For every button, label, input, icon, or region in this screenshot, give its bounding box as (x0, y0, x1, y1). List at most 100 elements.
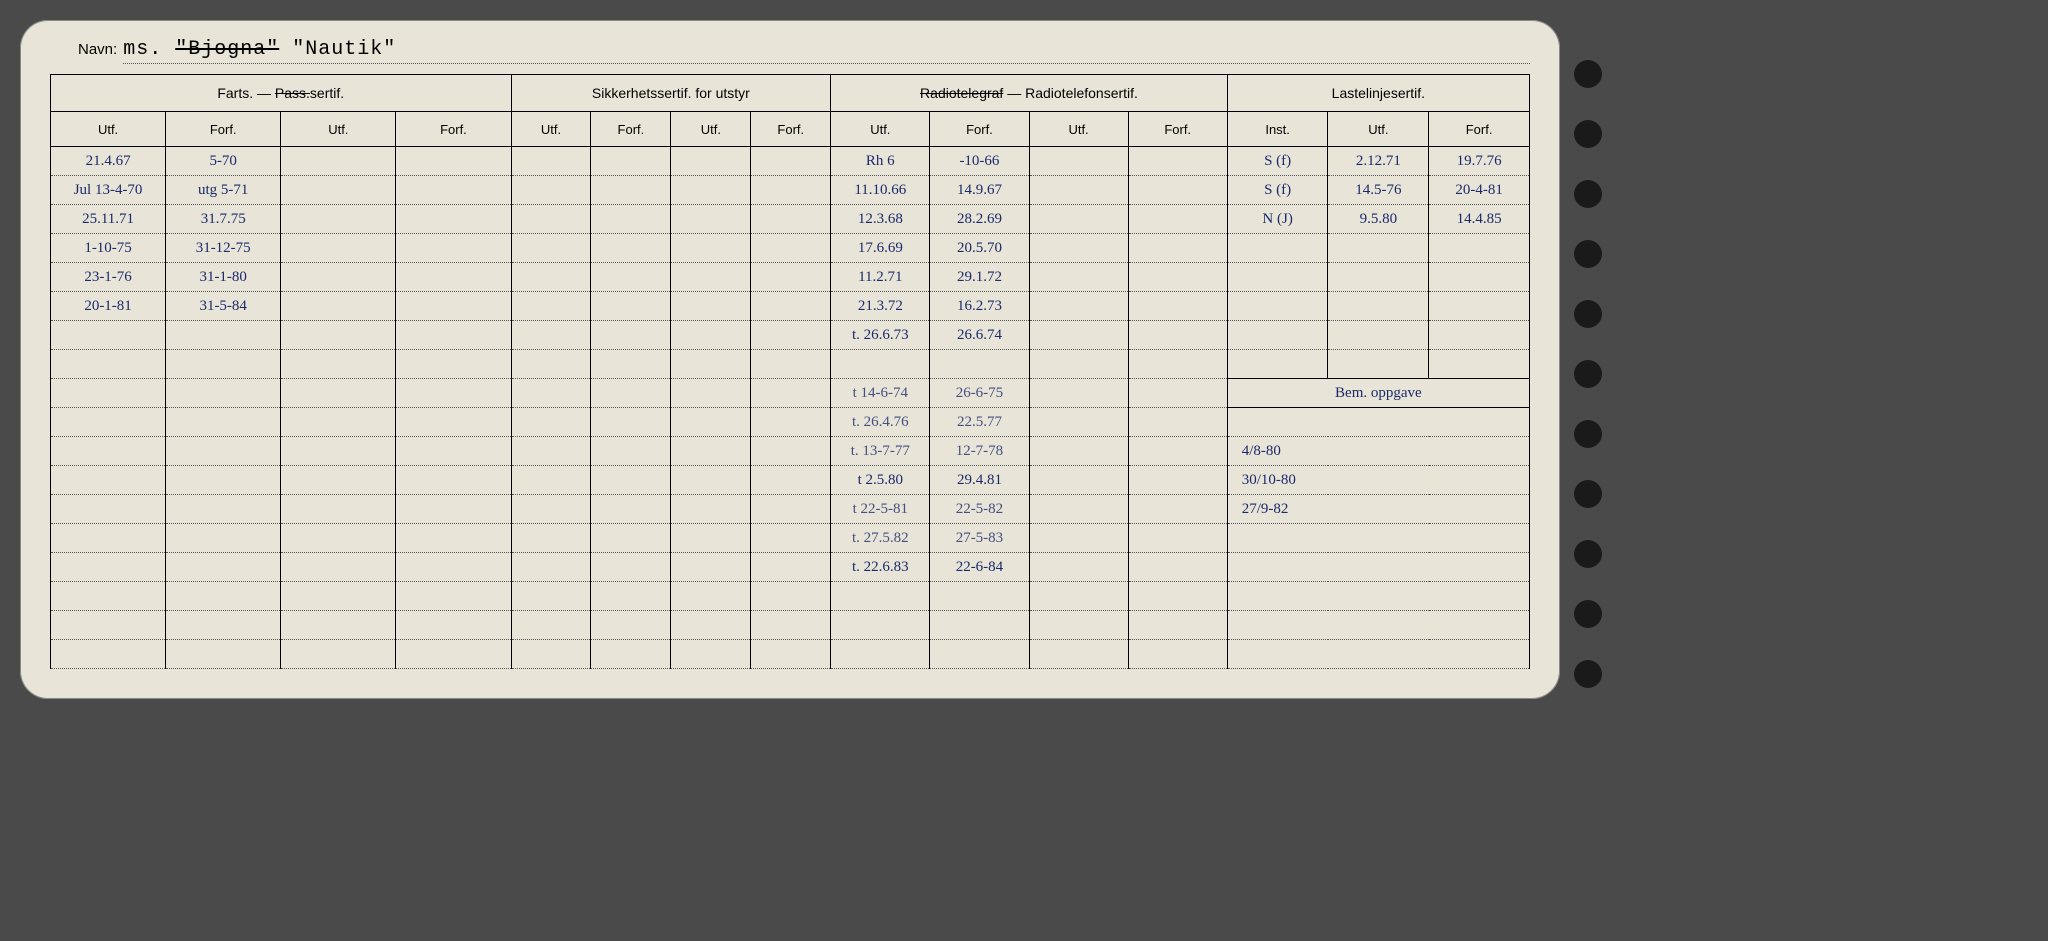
cell (511, 147, 591, 176)
cell (671, 582, 751, 611)
cell (591, 176, 671, 205)
cell: t 22-5-81 (831, 495, 930, 524)
bem-cell (1227, 640, 1529, 669)
cell: 31-5-84 (166, 292, 281, 321)
name-struck: "Bjogna" (175, 38, 279, 61)
cell: 16.2.73 (930, 292, 1029, 321)
cell (281, 466, 396, 495)
cell (831, 582, 930, 611)
sh-forf: Forf. (1429, 112, 1530, 147)
cell (591, 147, 671, 176)
cell (1029, 234, 1128, 263)
cell (396, 321, 511, 350)
cell (281, 292, 396, 321)
cell (1128, 263, 1227, 292)
hole-icon (1574, 480, 1602, 508)
cell (396, 263, 511, 292)
table-row: t. 26.6.7326.6.74 (51, 321, 1530, 350)
cell (591, 321, 671, 350)
hdr-laste: Lastelinjesertif. (1227, 75, 1529, 112)
cell (1227, 234, 1328, 263)
hdr-radio: Radiotelegraf — Radiotelefonsertif. (831, 75, 1228, 112)
table-row: t. 13-7-7712-7-784/8-80 (51, 437, 1530, 466)
cell (1029, 321, 1128, 350)
cell (511, 553, 591, 582)
cell (1029, 176, 1128, 205)
cell (1029, 437, 1128, 466)
cell (591, 437, 671, 466)
cell (1128, 437, 1227, 466)
cell (1227, 321, 1328, 350)
hole-icon (1574, 360, 1602, 388)
cell (1029, 582, 1128, 611)
sh-utf: Utf. (511, 112, 591, 147)
table-row: t 22-5-8122-5-82 27/9-82 (51, 495, 1530, 524)
cell (281, 553, 396, 582)
cell: t 2.5.80 (831, 466, 930, 495)
cell (751, 437, 831, 466)
cell (1029, 524, 1128, 553)
hdr-farts: Farts. — Pass.sertif. (51, 75, 512, 112)
cell (1029, 263, 1128, 292)
cell (1128, 321, 1227, 350)
sh-forf: Forf. (396, 112, 511, 147)
cell (51, 321, 166, 350)
cell (591, 466, 671, 495)
cell: t. 26.4.76 (831, 408, 930, 437)
cell (511, 292, 591, 321)
cell (511, 437, 591, 466)
cell (591, 495, 671, 524)
cell (166, 379, 281, 408)
cell (1029, 379, 1128, 408)
cell (751, 640, 831, 669)
cell (751, 582, 831, 611)
cell (751, 147, 831, 176)
cell (396, 553, 511, 582)
cell (396, 437, 511, 466)
cell (51, 524, 166, 553)
cell (51, 466, 166, 495)
hole-icon (1574, 60, 1602, 88)
sh-utf: Utf. (671, 112, 751, 147)
bem-cell (1227, 582, 1529, 611)
cell (1328, 321, 1429, 350)
bem-header: Bem. oppgave (1227, 379, 1529, 408)
name-current: "Nautik" (292, 38, 396, 61)
cell: 14.5-76 (1328, 176, 1429, 205)
cell (671, 466, 751, 495)
cell (51, 408, 166, 437)
hole-icon (1574, 180, 1602, 208)
cell (511, 234, 591, 263)
cell (1029, 611, 1128, 640)
cell (751, 321, 831, 350)
cell (51, 611, 166, 640)
cell (281, 408, 396, 437)
cell (511, 205, 591, 234)
cell (51, 437, 166, 466)
cell (671, 524, 751, 553)
cell (751, 611, 831, 640)
cell (591, 553, 671, 582)
bem-cell (1227, 553, 1529, 582)
cell (671, 205, 751, 234)
cell (511, 379, 591, 408)
cell (671, 611, 751, 640)
bem-cell: 4/8-80 (1227, 437, 1529, 466)
sh-utf: Utf. (1029, 112, 1128, 147)
cell: 1-10-75 (51, 234, 166, 263)
cell (591, 524, 671, 553)
sh-utf: Utf. (51, 112, 166, 147)
cell (591, 263, 671, 292)
cell: 31-12-75 (166, 234, 281, 263)
cell: 9.5.80 (1328, 205, 1429, 234)
table-row: 1-10-7531-12-7517.6.6920.5.70 (51, 234, 1530, 263)
cell: 21.3.72 (831, 292, 930, 321)
sh-utf: Utf. (831, 112, 930, 147)
cell: t 14-6-74 (831, 379, 930, 408)
bem-cell: 27/9-82 (1227, 495, 1529, 524)
cell (281, 321, 396, 350)
cell: 22-5-82 (930, 495, 1029, 524)
cell (51, 350, 166, 379)
cell (1029, 292, 1128, 321)
hole-icon (1574, 540, 1602, 568)
